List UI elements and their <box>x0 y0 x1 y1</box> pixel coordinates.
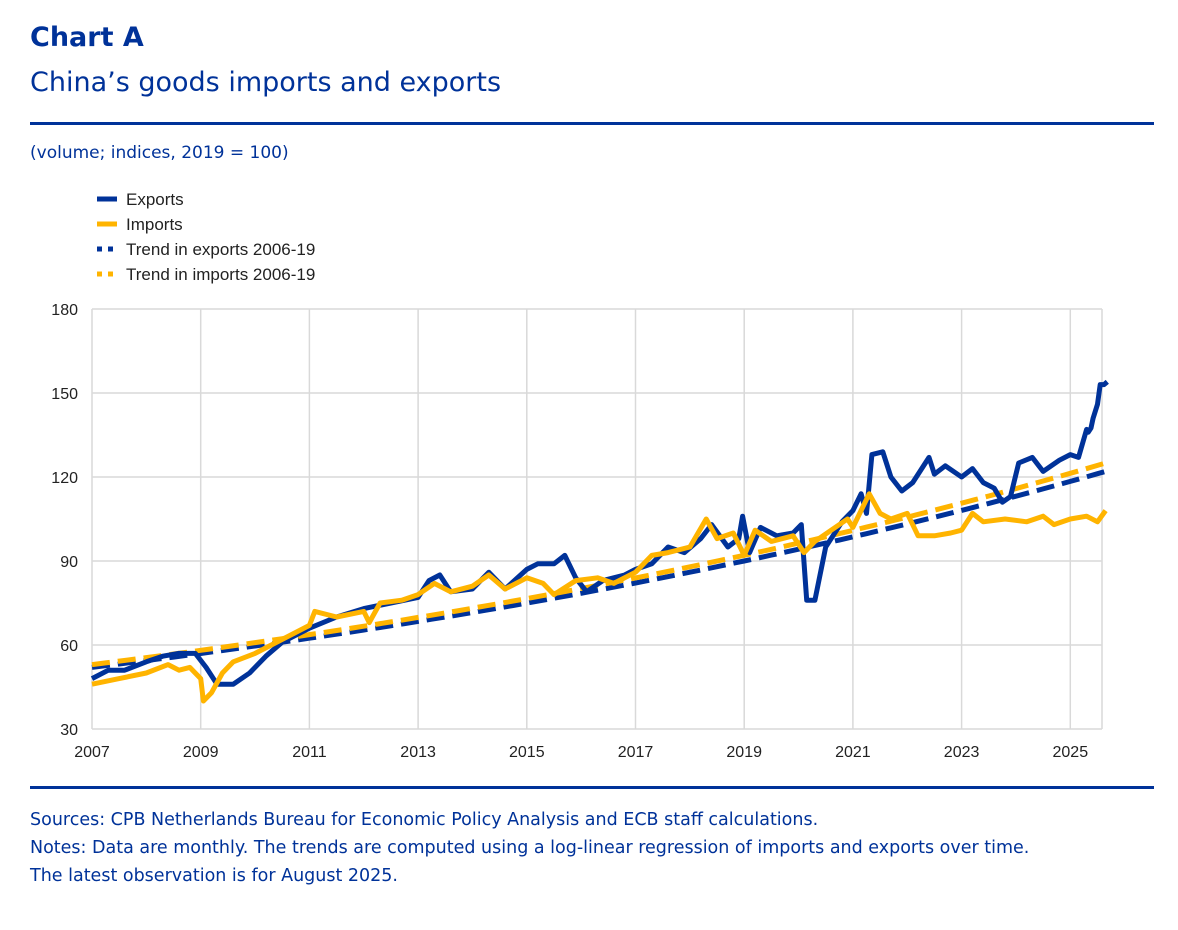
y-tick-label: 90 <box>60 554 78 571</box>
chart-title: China’s goods imports and exports <box>30 67 502 98</box>
y-tick-label: 120 <box>51 470 78 487</box>
notes-text: Notes: Data are monthly. The trends are … <box>30 838 1030 858</box>
x-tick-label: 2007 <box>74 744 110 761</box>
units-label: (volume; indices, 2019 = 100) <box>30 143 289 163</box>
x-tick-label: 2013 <box>400 744 436 761</box>
line-chart: Exports Imports Trend in exports 2006-19 Tr… <box>51 190 1109 761</box>
x-tick-label: 2021 <box>835 744 871 761</box>
x-tick-label: 2017 <box>618 744 654 761</box>
footnotes: Sources: CPB Netherlands Bureau for Econ… <box>30 806 1029 890</box>
top-divider <box>30 122 1154 125</box>
y-tick-label: 30 <box>60 722 78 739</box>
latest-observation-note: The latest observation is for August 202… <box>30 866 398 886</box>
series-imports <box>91 491 1108 704</box>
x-tick-label: 2009 <box>183 744 219 761</box>
x-tick-label: 2011 <box>292 744 327 761</box>
legend: Exports Imports Trend in exports 2006-19 Tr… <box>97 190 315 284</box>
x-tick-label: 2023 <box>944 744 980 761</box>
series-trend-in-exports-2006-19 <box>91 468 1107 670</box>
y-tick-label: 60 <box>60 638 78 655</box>
legend-label: Trend in imports 2006-19 <box>126 265 315 284</box>
series-lines <box>90 379 1109 704</box>
y-tick-label: 150 <box>51 386 78 403</box>
grid <box>91 308 1103 730</box>
y-tick-label: 180 <box>51 302 78 319</box>
bottom-divider <box>30 786 1154 789</box>
chart-label: Chart A <box>30 22 144 53</box>
sources-note: Sources: CPB Netherlands Bureau for Econ… <box>30 810 819 830</box>
legend-label: Trend in exports 2006-19 <box>126 240 315 259</box>
series-exports <box>90 379 1109 687</box>
legend-label: Imports <box>126 215 183 234</box>
axis-labels: 30 60 90 120 150 180 2007 2009 2011 2013 2015 2017 2… <box>51 302 1088 761</box>
legend-label: Exports <box>126 190 184 209</box>
x-tick-label: 2015 <box>509 744 545 761</box>
x-tick-label: 2019 <box>726 744 762 761</box>
x-tick-label: 2025 <box>1053 744 1089 761</box>
series-trend-in-imports-2006-19 <box>91 460 1107 668</box>
